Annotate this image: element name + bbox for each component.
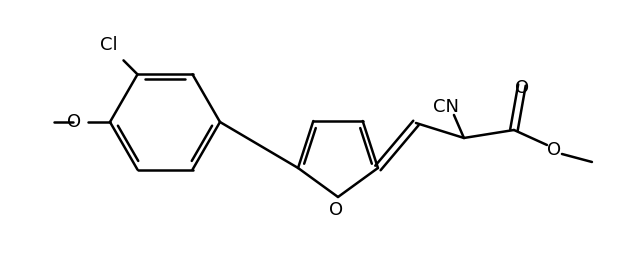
Text: Cl: Cl	[100, 36, 118, 54]
Text: CN: CN	[433, 98, 459, 116]
Text: O: O	[547, 141, 561, 159]
Text: O: O	[67, 113, 81, 131]
Text: O: O	[329, 201, 343, 219]
Text: O: O	[515, 79, 529, 97]
